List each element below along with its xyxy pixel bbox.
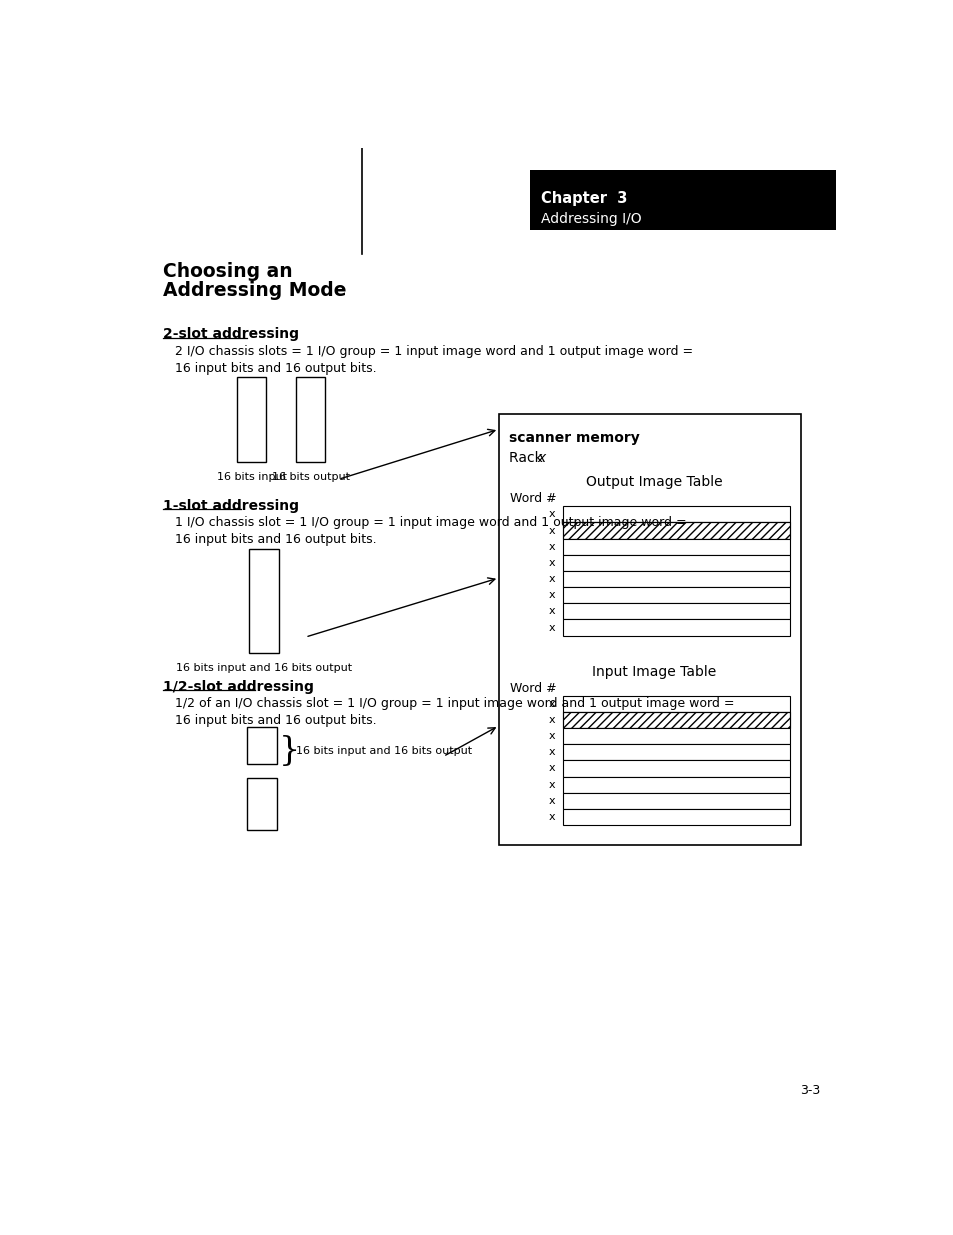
- Bar: [295, 377, 325, 462]
- Text: x: x: [548, 811, 555, 823]
- Text: 1-slot addressing: 1-slot addressing: [163, 499, 299, 513]
- Bar: [562, 745, 789, 761]
- Bar: [562, 695, 789, 711]
- Text: 16 bits output: 16 bits output: [272, 472, 350, 483]
- Bar: [249, 548, 278, 652]
- Bar: [562, 777, 789, 793]
- Text: 3-3: 3-3: [800, 1084, 820, 1097]
- Text: x: x: [548, 731, 555, 741]
- Text: scanner memory: scanner memory: [509, 431, 639, 445]
- Bar: [562, 727, 789, 745]
- Bar: [562, 603, 789, 620]
- Bar: [562, 555, 789, 571]
- Bar: [562, 809, 789, 825]
- Text: x: x: [548, 526, 555, 536]
- Text: Word #: Word #: [510, 682, 557, 695]
- Text: Chapter  3: Chapter 3: [540, 191, 626, 206]
- Bar: [562, 761, 789, 777]
- Text: x: x: [548, 606, 555, 616]
- Text: 1/2 of an I/O chassis slot = 1 I/O group = 1 input image word and 1 output image: 1/2 of an I/O chassis slot = 1 I/O group…: [174, 698, 734, 727]
- Bar: [247, 727, 276, 764]
- Text: x: x: [548, 715, 555, 725]
- Text: Choosing an: Choosing an: [163, 262, 293, 282]
- Text: x: x: [548, 590, 555, 600]
- Text: 16 bits input and 16 bits output: 16 bits input and 16 bits output: [176, 663, 352, 673]
- Bar: [530, 169, 835, 230]
- Text: 16 bits input: 16 bits input: [216, 472, 287, 483]
- Bar: [562, 711, 789, 727]
- Bar: [562, 711, 789, 727]
- Text: 2 I/O chassis slots = 1 I/O group = 1 input image word and 1 output image word =: 2 I/O chassis slots = 1 I/O group = 1 in…: [174, 345, 693, 374]
- Bar: [562, 522, 789, 538]
- Bar: [562, 571, 789, 587]
- Text: 1 I/O chassis slot = 1 I/O group = 1 input image word and 1 output image word =
: 1 I/O chassis slot = 1 I/O group = 1 inp…: [174, 516, 686, 546]
- Text: Output Image Table: Output Image Table: [585, 475, 721, 489]
- Text: 2-slot addressing: 2-slot addressing: [163, 327, 299, 341]
- Text: x: x: [548, 779, 555, 789]
- Text: Input Image Table: Input Image Table: [591, 664, 716, 679]
- Text: 16 bits input and 16 bits output: 16 bits input and 16 bits output: [295, 746, 472, 756]
- Text: Word #: Word #: [510, 493, 557, 505]
- Text: x: x: [548, 574, 555, 584]
- Bar: [236, 377, 266, 462]
- Text: x: x: [548, 622, 555, 632]
- Text: 1/2-slot addressing: 1/2-slot addressing: [163, 679, 314, 694]
- Text: x: x: [548, 763, 555, 773]
- Text: x: x: [548, 542, 555, 552]
- Bar: [562, 587, 789, 603]
- Bar: [562, 522, 789, 538]
- Text: Addressing Mode: Addressing Mode: [163, 282, 347, 300]
- Bar: [562, 620, 789, 636]
- Text: }: }: [278, 735, 300, 767]
- Text: Addressing I/O: Addressing I/O: [540, 212, 640, 226]
- Text: x: x: [548, 747, 555, 757]
- Bar: [498, 414, 801, 845]
- Text: x: x: [537, 451, 545, 464]
- Bar: [562, 506, 789, 522]
- Bar: [562, 793, 789, 809]
- Text: Rack: Rack: [509, 451, 547, 464]
- Text: x: x: [548, 558, 555, 568]
- Bar: [562, 538, 789, 555]
- Text: x: x: [548, 699, 555, 709]
- Text: x: x: [548, 795, 555, 805]
- Text: x: x: [548, 509, 555, 520]
- Bar: [247, 778, 276, 830]
